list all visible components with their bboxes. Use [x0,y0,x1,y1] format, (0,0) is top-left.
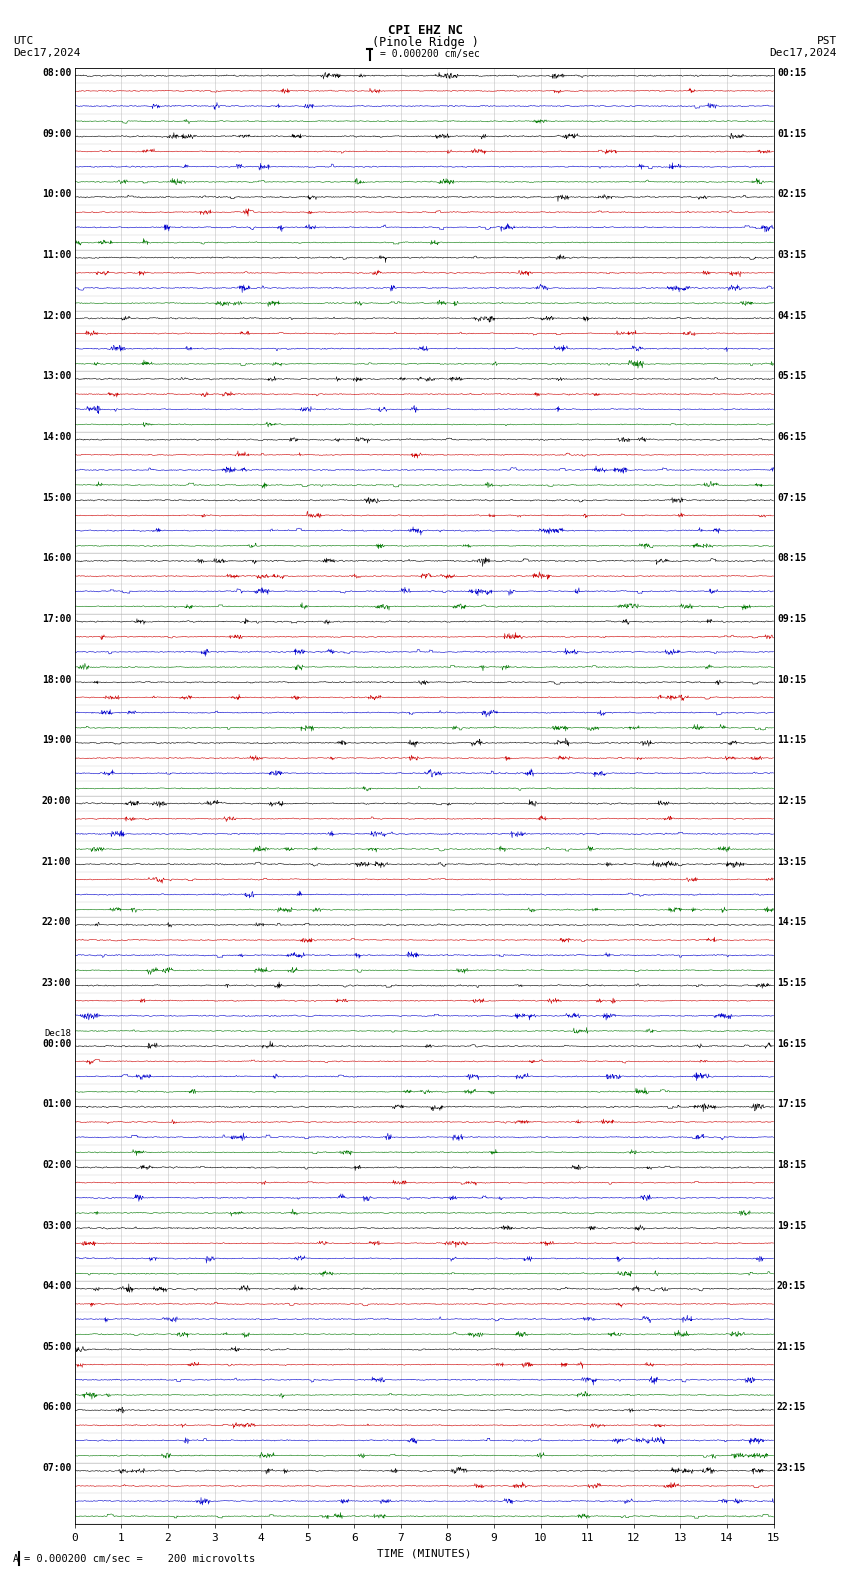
Text: 23:15: 23:15 [777,1464,807,1473]
Text: 05:00: 05:00 [42,1342,71,1351]
Text: 22:15: 22:15 [777,1402,807,1413]
Text: Dec18: Dec18 [44,1030,71,1038]
Text: 18:15: 18:15 [777,1159,807,1171]
Text: 02:00: 02:00 [42,1159,71,1171]
Text: 03:00: 03:00 [42,1221,71,1231]
Text: 23:00: 23:00 [42,977,71,988]
Text: 08:15: 08:15 [777,553,807,564]
Text: 04:00: 04:00 [42,1281,71,1291]
Text: 08:00: 08:00 [42,68,71,78]
Text: 07:00: 07:00 [42,1464,71,1473]
Text: 14:00: 14:00 [42,432,71,442]
Text: 18:00: 18:00 [42,675,71,684]
Text: 10:15: 10:15 [777,675,807,684]
Text: 21:15: 21:15 [777,1342,807,1351]
Text: 12:00: 12:00 [42,310,71,320]
Text: 17:00: 17:00 [42,615,71,624]
Text: 14:15: 14:15 [777,917,807,927]
Text: 22:00: 22:00 [42,917,71,927]
Text: 16:00: 16:00 [42,553,71,564]
Text: 09:00: 09:00 [42,128,71,139]
Text: 03:15: 03:15 [777,250,807,260]
Text: 00:00: 00:00 [42,1039,71,1049]
Text: 07:15: 07:15 [777,493,807,502]
Text: 02:15: 02:15 [777,190,807,200]
Text: 06:15: 06:15 [777,432,807,442]
Text: 10:00: 10:00 [42,190,71,200]
Text: UTC
Dec17,2024: UTC Dec17,2024 [13,36,80,59]
X-axis label: TIME (MINUTES): TIME (MINUTES) [377,1549,472,1559]
Text: 06:00: 06:00 [42,1402,71,1413]
Text: 20:00: 20:00 [42,795,71,806]
Text: 21:00: 21:00 [42,857,71,866]
Text: 13:00: 13:00 [42,371,71,382]
Text: 15:00: 15:00 [42,493,71,502]
Text: 11:15: 11:15 [777,735,807,746]
Text: 17:15: 17:15 [777,1099,807,1109]
Text: (Pinole Ridge ): (Pinole Ridge ) [371,36,479,49]
Text: 11:00: 11:00 [42,250,71,260]
Text: 12:15: 12:15 [777,795,807,806]
Text: A: A [13,1554,19,1563]
Text: 19:15: 19:15 [777,1221,807,1231]
Text: 00:15: 00:15 [777,68,807,78]
Text: PST
Dec17,2024: PST Dec17,2024 [770,36,837,59]
Text: 15:15: 15:15 [777,977,807,988]
Text: CPI EHZ NC: CPI EHZ NC [388,24,462,36]
Text: 16:15: 16:15 [777,1039,807,1049]
Text: 20:15: 20:15 [777,1281,807,1291]
Text: 05:15: 05:15 [777,371,807,382]
Text: 01:00: 01:00 [42,1099,71,1109]
Text: = 0.000200 cm/sec: = 0.000200 cm/sec [380,49,479,59]
Text: 01:15: 01:15 [777,128,807,139]
Text: = 0.000200 cm/sec =    200 microvolts: = 0.000200 cm/sec = 200 microvolts [24,1554,255,1563]
Text: 19:00: 19:00 [42,735,71,746]
Text: 04:15: 04:15 [777,310,807,320]
Text: 13:15: 13:15 [777,857,807,866]
Text: 09:15: 09:15 [777,615,807,624]
